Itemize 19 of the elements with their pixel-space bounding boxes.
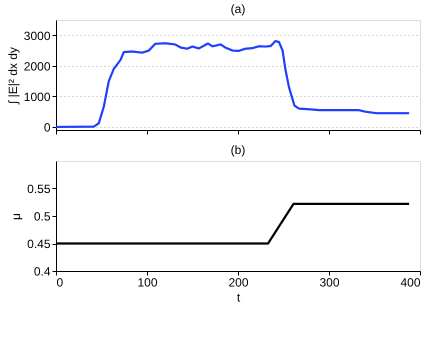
line-series <box>56 40 410 128</box>
y-tick-label: 0.55 <box>27 182 51 196</box>
y-tick-label: 0 <box>44 120 51 134</box>
chart-title: (b) <box>230 143 246 157</box>
y-tick-label: 2000 <box>24 59 51 74</box>
x-tick-label: 200 <box>228 276 249 290</box>
y-tick-label: 3000 <box>24 28 51 43</box>
x-axis-title: t <box>236 290 241 304</box>
y-axis-title: ∫ |E|² dx dy <box>6 47 20 105</box>
y-tick-label: 1000 <box>24 90 51 104</box>
y-tick-label: 0.4 <box>34 264 51 278</box>
x-tick-label: 0 <box>56 276 64 290</box>
x-tick-label: 300 <box>319 276 340 290</box>
x-tick-label: 400 <box>400 276 421 290</box>
y-tick-label: 0.45 <box>27 237 51 251</box>
x-tick-label: 100 <box>137 276 158 290</box>
chart-title: (a) <box>230 2 246 16</box>
y-axis-title: μ <box>9 212 24 220</box>
y-tick-label: 0.5 <box>34 210 51 224</box>
